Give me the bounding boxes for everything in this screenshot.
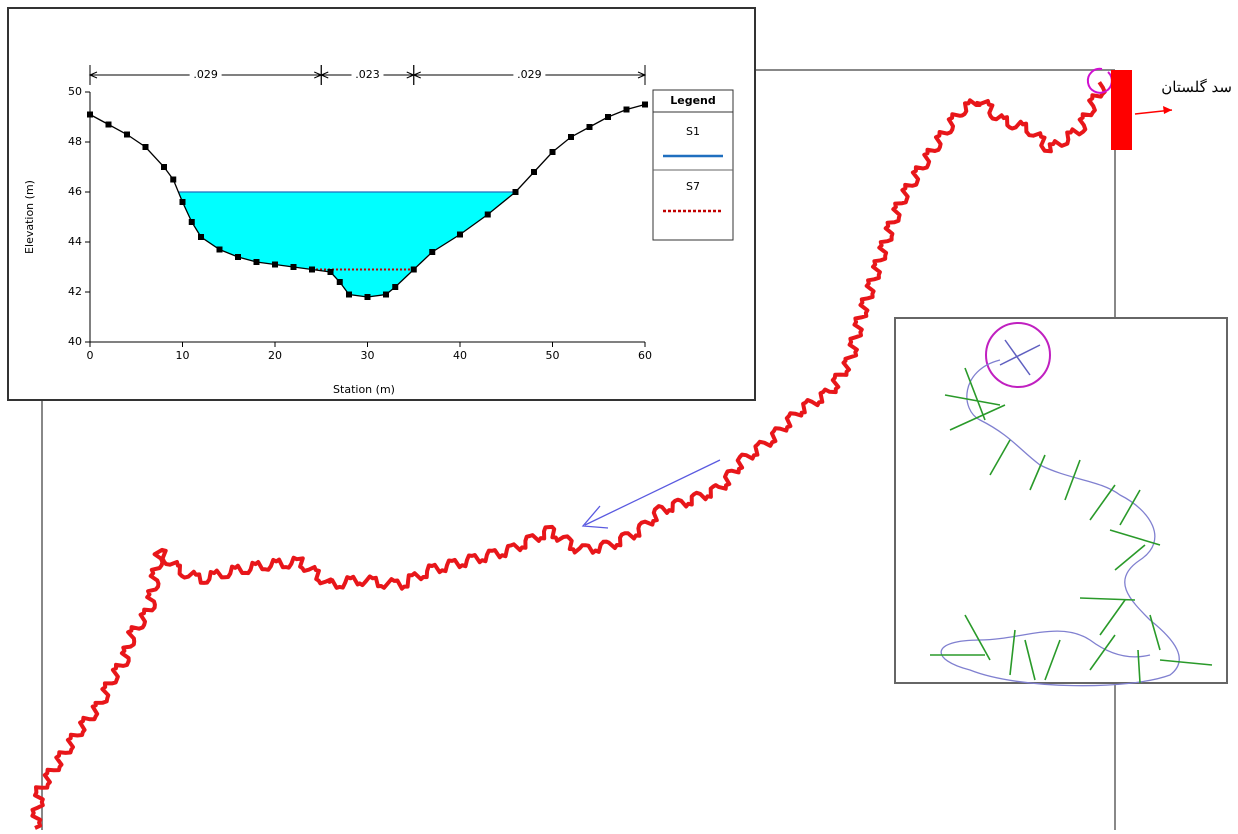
legend-label: S1 [686,125,700,138]
ground-point [328,269,334,275]
ground-point [198,234,204,240]
dam-label: سد گلستان [1161,78,1232,96]
n-label: .029 [517,68,542,81]
x-tick-label: 30 [361,349,375,362]
ground-point [272,262,278,268]
y-tick-label: 50 [68,85,82,98]
x-tick-label: 20 [268,349,282,362]
ground-point [429,249,435,255]
dam [1111,70,1132,150]
ground-point [346,292,352,298]
ground-point [143,144,149,150]
ground-point [254,259,260,265]
ground-point [605,114,611,120]
ground-point [291,264,297,270]
x-axis-label: Station (m) [333,383,395,396]
x-tick-label: 40 [453,349,467,362]
ground-point [180,199,186,205]
ground-point [411,267,417,273]
ground-point [587,124,593,130]
y-tick-label: 46 [68,185,82,198]
ground-point [485,212,491,218]
y-tick-label: 42 [68,285,82,298]
ground-point [217,247,223,253]
ground-point [513,189,519,195]
figure: سد گلستان Station (m) Elevation (m) Lege… [0,0,1238,830]
n-label: .023 [355,68,380,81]
y-tick-label: 44 [68,235,82,248]
y-axis-label: Elevation (m) [23,180,36,254]
ground-point [568,134,574,140]
y-tick-label: 48 [68,135,82,148]
ground-point [161,164,167,170]
ground-point [170,177,176,183]
cross-section-chart: Station (m) Elevation (m) Legend 0 10 20 30… [8,8,755,400]
marker-circle [1088,69,1112,93]
x-tick-label: 10 [176,349,190,362]
ground-point [365,294,371,300]
dam-arrow-head [1163,106,1172,114]
ground-point [550,149,556,155]
ground-point [235,254,241,260]
legend-title: Legend [670,94,716,107]
inset-frame [895,318,1227,683]
x-tick-label: 50 [546,349,560,362]
x-tick-label: 0 [87,349,94,362]
ground-point [189,219,195,225]
ground-point [309,267,315,273]
ground-point [337,279,343,285]
n-label: .029 [193,68,218,81]
ground-point [531,169,537,175]
inset [895,318,1227,686]
ground-point [392,284,398,290]
legend-label: S7 [686,180,700,193]
ground-point [457,232,463,238]
ground-point [642,102,648,108]
ground-point [87,112,93,118]
x-tick-label: 60 [638,349,652,362]
y-tick-label: 40 [68,335,82,348]
ground-point [624,107,630,113]
ground-point [124,132,130,138]
ground-point [383,292,389,298]
ground-point [106,122,112,128]
